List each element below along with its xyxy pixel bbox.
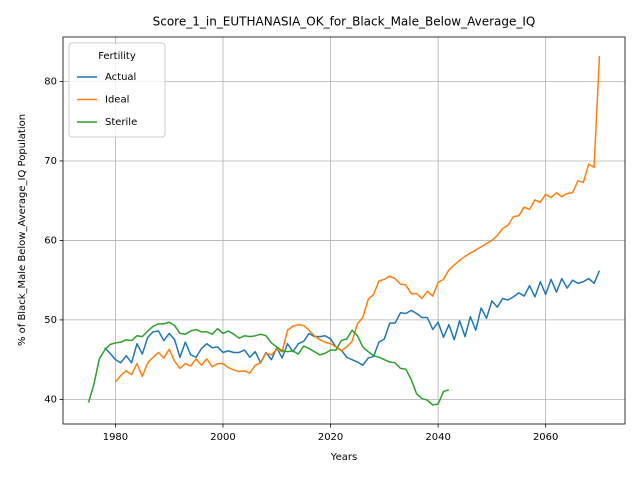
x-tick-label: 2000: [210, 432, 235, 443]
axes-frame: [62, 36, 626, 425]
legend-label: Ideal: [105, 95, 129, 106]
line-series: [104, 270, 601, 366]
x-tick-label: 1980: [103, 432, 128, 443]
x-tick-label: 2040: [425, 432, 450, 443]
line-series: [87, 321, 450, 406]
line-series: [114, 56, 601, 383]
y-tick-label: 40: [44, 394, 57, 405]
plot-area: 40 50 60 70 80 1980 2000 2020 2040 2060 Fertility A…: [44, 36, 626, 443]
y-axis-label: % of Black_Male Below_Average_IQ Populat…: [17, 114, 28, 346]
legend-box: [68, 42, 166, 138]
legend-title: Fertility: [98, 51, 136, 62]
y-tick-label: 80: [44, 77, 57, 88]
legend: Fertility Actual Ideal Sterile: [68, 42, 166, 138]
x-tick-label: 2060: [533, 432, 558, 443]
y-tick-label: 70: [44, 156, 57, 167]
y-tick-label: 50: [44, 315, 57, 326]
chart-title: Score_1_in_EUTHANASIA_OK_for_Black_Male_…: [153, 15, 536, 29]
x-tick-label: 2020: [318, 432, 343, 443]
legend-label: Actual: [105, 72, 136, 83]
y-tick-label: 60: [44, 235, 57, 246]
x-axis-label: Years: [330, 452, 357, 463]
legend-label: Sterile: [105, 117, 137, 128]
